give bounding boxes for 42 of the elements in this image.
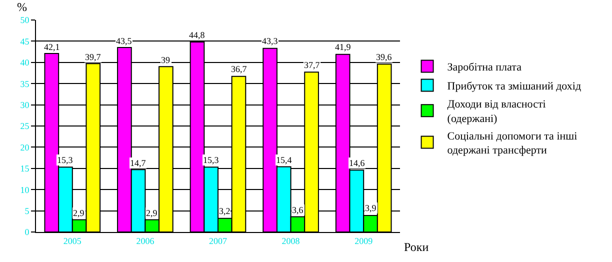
data-label: 37,7 — [304, 60, 320, 70]
data-label: 14,7 — [130, 158, 146, 168]
data-label: 15,3 — [57, 155, 74, 165]
data-label: 44,8 — [189, 30, 206, 40]
data-label: 15,4 — [276, 155, 292, 165]
data-label: 3,2 — [219, 206, 230, 216]
legend-label: Заробітна плата — [447, 62, 522, 74]
x-tick-label: 2007 — [209, 236, 228, 246]
legend-label: Доходи від власності (одержані) — [447, 98, 546, 126]
data-label: 3,6 — [292, 205, 304, 215]
x-tick-label: 2009 — [354, 236, 374, 246]
y-tick-label: 30 — [20, 100, 30, 110]
x-tick-label: 2008 — [282, 236, 300, 246]
y-tick-label: 50 — [20, 15, 30, 26]
y-tick-label: 40 — [20, 58, 30, 68]
x-axis-title: Роки — [404, 240, 430, 254]
data-label: 39,6 — [376, 52, 392, 62]
data-label: 43,3 — [262, 36, 278, 46]
y-tick-label: 10 — [20, 184, 30, 195]
y-tick-label: 45 — [20, 36, 30, 46]
y-axis-title: % — [17, 0, 27, 14]
data-label: 2,9 — [73, 208, 85, 218]
data-label: 41,9 — [335, 42, 352, 52]
data-label: 3,9 — [365, 203, 377, 213]
data-label: 36,7 — [231, 64, 248, 74]
x-tick-label: 2006 — [136, 236, 155, 246]
data-label: 2,9 — [146, 208, 158, 218]
data-label: 42,1 — [44, 42, 60, 52]
y-tick-label: 15 — [20, 164, 30, 174]
y-tick-label: 20 — [20, 142, 30, 152]
y-tick-label: 35 — [20, 78, 30, 89]
data-label: 39 — [161, 55, 170, 65]
data-label: 43,5 — [116, 36, 132, 46]
legend-label: Соціальні допомоги та інші одержані трансферти — [447, 130, 578, 157]
y-tick-label: 0 — [24, 227, 30, 238]
legend-label: Прибуток та змішаний дохід — [447, 80, 582, 93]
data-label: 39,7 — [85, 52, 102, 62]
x-tick-label: 2005 — [63, 236, 82, 246]
y-tick-label: 25 — [20, 121, 30, 132]
y-tick-label: 5 — [24, 206, 30, 216]
data-label: 15,3 — [203, 155, 220, 165]
data-label: 14,6 — [349, 158, 366, 168]
